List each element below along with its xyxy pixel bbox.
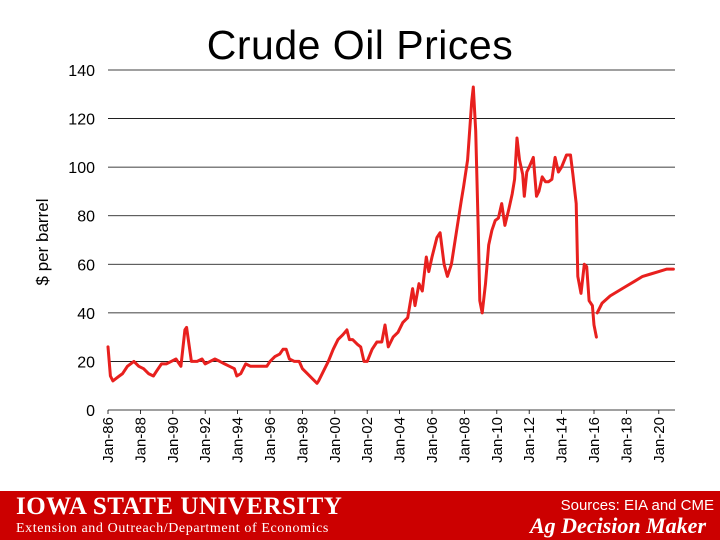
brand-logo-text: Ag Decision Maker xyxy=(530,513,706,538)
x-tick-label: Jan-00 xyxy=(327,417,344,463)
x-tick-label: Jan-10 xyxy=(489,417,506,463)
y-tick-label: 60 xyxy=(77,257,95,274)
y-tick-label: 100 xyxy=(68,160,95,177)
series-line-2 xyxy=(595,267,675,315)
x-tick-label: Jan-14 xyxy=(554,417,571,463)
x-tick-label: Jan-12 xyxy=(521,417,538,463)
university-logo-text: IOWA STATE UNIVERSITY xyxy=(16,493,343,520)
y-tick-label: 80 xyxy=(77,209,95,226)
x-tick-label: Jan-04 xyxy=(392,417,409,463)
x-tick-label: Jan-88 xyxy=(132,417,149,463)
line-chart: 0 20 40 60 80 100 120 140 Jan-86 Jan-88 Jan-90 Jan-… xyxy=(33,63,675,463)
x-tick-label: Jan-08 xyxy=(456,417,473,463)
footer-banner: IOWA STATE UNIVERSITY Extension and Outr… xyxy=(0,491,720,540)
x-tick-label: Jan-06 xyxy=(424,417,441,463)
x-tick-label: Jan-92 xyxy=(197,417,214,463)
chart-title: Crude Oil Prices xyxy=(206,22,514,68)
y-tick-label: 140 xyxy=(68,63,95,80)
sources-note: Sources: EIA and CME xyxy=(560,497,714,514)
x-tick-label: Jan-98 xyxy=(294,417,311,463)
x-tick-label: Jan-86 xyxy=(100,417,117,463)
y-tick-label: 120 xyxy=(68,112,95,129)
x-tick-label: Jan-16 xyxy=(586,417,603,463)
y-axis-label: $ per barrel xyxy=(33,199,52,286)
x-tick-label: Jan-20 xyxy=(651,417,668,463)
series-line-1 xyxy=(106,85,598,385)
x-tick-label: Jan-94 xyxy=(230,417,247,463)
x-tick-label: Jan-96 xyxy=(262,417,279,463)
x-tick-label: Jan-02 xyxy=(359,417,376,463)
x-tick-label: Jan-18 xyxy=(618,417,635,463)
y-tick-label: 20 xyxy=(77,354,95,371)
y-tick-label: 40 xyxy=(77,306,95,323)
department-label: Extension and Outreach/Department of Eco… xyxy=(16,521,329,536)
x-tick-label: Jan-90 xyxy=(165,417,182,463)
y-tick-label: 0 xyxy=(86,403,95,420)
